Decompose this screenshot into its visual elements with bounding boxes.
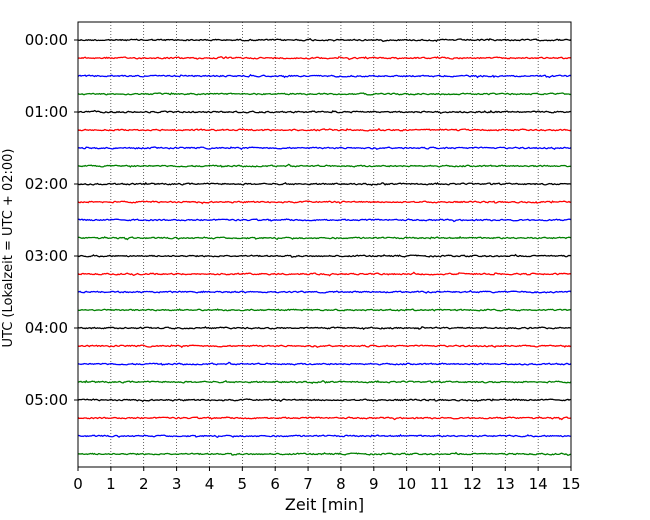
trace-line — [77, 200, 572, 205]
y-tick-label: 01:00 — [25, 103, 68, 121]
x-tick-label: 5 — [238, 475, 248, 493]
trace-line — [77, 38, 572, 43]
y-axis-label: UTC (Lokalzeit = UTC + 02:00) — [1, 149, 16, 348]
trace-line — [77, 55, 572, 61]
trace-line — [77, 235, 572, 241]
x-tick-label: 12 — [463, 475, 482, 493]
trace-line — [77, 325, 572, 330]
trace-line — [77, 146, 572, 151]
x-tick-label: 13 — [496, 475, 515, 493]
trace-line — [77, 163, 572, 168]
x-tick-label: 9 — [369, 475, 379, 493]
x-tick-label: 8 — [336, 475, 346, 493]
x-axis-label: Zeit [min] — [285, 495, 364, 514]
trace-line — [77, 109, 572, 114]
x-axis-ticks: 0 1 2 3 4 5 6 7 8 9 10 11 12 13 14 15 — [73, 467, 581, 493]
x-tick-label: 15 — [561, 475, 580, 493]
trace-line — [77, 289, 572, 294]
trace-lines — [77, 38, 572, 457]
trace-line — [77, 398, 572, 403]
trace-line — [77, 181, 572, 187]
trace-line — [77, 433, 572, 438]
y-tick-label: 03:00 — [25, 247, 68, 265]
x-tick-label: 11 — [430, 475, 449, 493]
x-tick-label: 3 — [172, 475, 182, 493]
x-tick-label: 6 — [270, 475, 280, 493]
y-axis-ticks: 00:00 01:00 02:00 03:00 04:00 05:00 — [25, 31, 78, 409]
trace-line — [77, 344, 572, 349]
y-tick-label: 02:00 — [25, 175, 68, 193]
grid-lines — [110, 22, 539, 467]
x-tick-label: 0 — [73, 475, 83, 493]
x-tick-label: 2 — [139, 475, 149, 493]
trace-line — [77, 308, 572, 312]
trace-line — [77, 451, 572, 457]
x-tick-label: 14 — [529, 475, 548, 493]
x-tick-label: 10 — [397, 475, 416, 493]
y-tick-label: 05:00 — [25, 391, 68, 409]
trace-line — [77, 218, 572, 223]
y-tick-label: 00:00 — [25, 31, 68, 49]
trace-line — [77, 127, 572, 132]
trace-line — [77, 361, 572, 366]
plot-frame — [77, 21, 572, 468]
x-tick-label: 1 — [106, 475, 116, 493]
x-tick-label: 7 — [303, 475, 313, 493]
y-tick-label: 04:00 — [25, 319, 68, 337]
trace-line — [77, 416, 572, 421]
x-tick-label: 4 — [205, 475, 215, 493]
trace-line — [77, 253, 572, 258]
trace-line — [77, 379, 572, 385]
trace-line — [77, 92, 572, 96]
trace-line — [77, 73, 572, 79]
trace-line — [77, 271, 572, 277]
